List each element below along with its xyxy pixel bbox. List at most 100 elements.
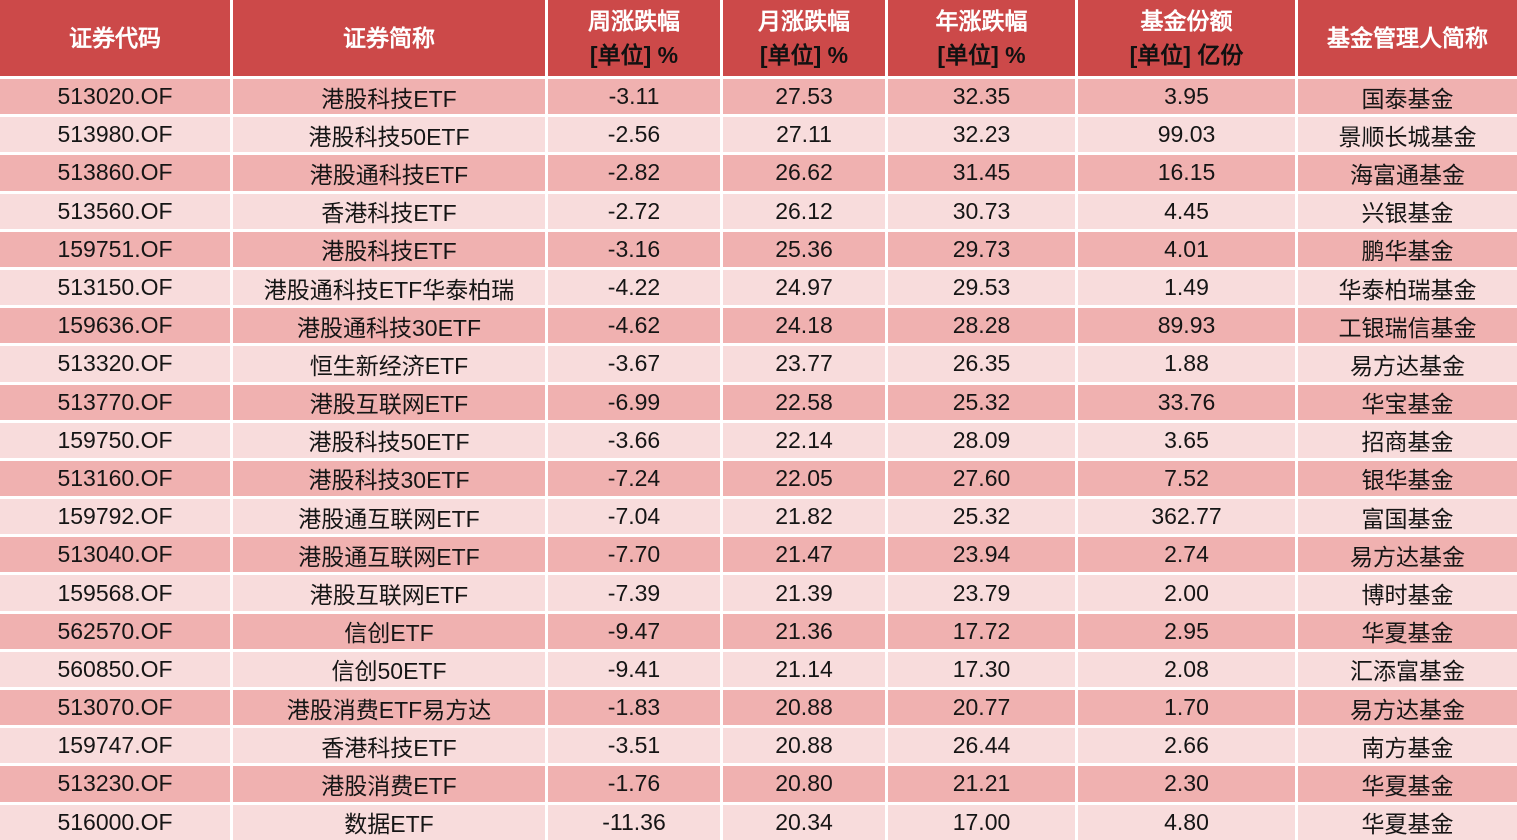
- cell-fund-shares: 3.65: [1078, 422, 1295, 458]
- header-unit-year-change: [单位] %: [937, 42, 1026, 68]
- cell-fund-shares: 1.49: [1078, 269, 1295, 306]
- header-label-week-change: 周涨跌幅: [588, 7, 680, 34]
- cell-fund-shares: 7.52: [1078, 460, 1295, 497]
- header-label-year-change: 年涨跌幅: [935, 7, 1028, 34]
- cell-year-change: 26.35: [888, 346, 1075, 382]
- cell-month-change: 24.97: [723, 269, 885, 306]
- cell-security-code: 513040.OF: [0, 537, 230, 573]
- cell-week-change: -2.82: [548, 155, 720, 191]
- header-cell-fund-shares: 基金份额 [单位] 亿份: [1078, 0, 1295, 76]
- cell-fund-shares: 2.95: [1078, 613, 1295, 649]
- cell-month-change: 20.80: [723, 766, 885, 802]
- cell-year-change: 29.73: [888, 231, 1075, 267]
- cell-fund-manager: 汇添富基金: [1298, 651, 1517, 687]
- cell-year-change: 29.53: [888, 269, 1075, 306]
- cell-week-change: -9.47: [548, 613, 720, 649]
- cell-year-change: 21.21: [888, 766, 1075, 802]
- cell-week-change: -11.36: [548, 804, 720, 840]
- cell-year-change: 17.72: [888, 613, 1075, 649]
- cell-security-name: 香港科技ETF: [233, 728, 545, 764]
- cell-security-name: 港股消费ETF: [233, 766, 545, 802]
- cell-month-change: 23.77: [723, 346, 885, 382]
- cell-year-change: 25.32: [888, 384, 1075, 420]
- cell-month-change: 21.82: [723, 499, 885, 535]
- cell-fund-manager: 华夏基金: [1298, 804, 1517, 840]
- cell-security-code: 513980.OF: [0, 117, 230, 153]
- cell-security-name: 港股通科技30ETF: [233, 308, 545, 344]
- cell-security-code: 516000.OF: [0, 804, 230, 840]
- cell-fund-shares: 16.15: [1078, 155, 1295, 191]
- cell-week-change: -4.22: [548, 269, 720, 306]
- cell-security-name: 港股科技50ETF: [233, 117, 545, 153]
- cell-security-name: 港股通科技ETF: [233, 155, 545, 191]
- header-cell-year-change: 年涨跌幅 [单位] %: [888, 0, 1075, 76]
- cell-fund-shares: 89.93: [1078, 308, 1295, 344]
- cell-week-change: -2.56: [548, 117, 720, 153]
- cell-month-change: 21.39: [723, 575, 885, 611]
- cell-month-change: 27.11: [723, 117, 885, 153]
- cell-fund-shares: 3.95: [1078, 79, 1295, 115]
- cell-fund-shares: 4.45: [1078, 193, 1295, 229]
- cell-security-name: 数据ETF: [233, 804, 545, 840]
- cell-week-change: -2.72: [548, 193, 720, 229]
- cell-week-change: -3.67: [548, 346, 720, 382]
- cell-month-change: 20.88: [723, 690, 885, 726]
- cell-security-code: 513770.OF: [0, 384, 230, 420]
- cell-fund-manager: 华泰柏瑞基金: [1298, 269, 1517, 306]
- cell-week-change: -3.51: [548, 728, 720, 764]
- cell-week-change: -7.39: [548, 575, 720, 611]
- cell-year-change: 32.35: [888, 79, 1075, 115]
- cell-fund-shares: 33.76: [1078, 384, 1295, 420]
- cell-fund-shares: 2.66: [1078, 728, 1295, 764]
- cell-year-change: 17.30: [888, 651, 1075, 687]
- cell-fund-manager: 工银瑞信基金: [1298, 308, 1517, 344]
- cell-security-name: 港股科技ETF: [233, 231, 545, 267]
- cell-security-name: 港股消费ETF易方达: [233, 690, 545, 726]
- cell-month-change: 22.05: [723, 460, 885, 497]
- cell-fund-manager: 富国基金: [1298, 499, 1517, 535]
- cell-fund-manager: 易方达基金: [1298, 537, 1517, 573]
- cell-security-code: 513860.OF: [0, 155, 230, 191]
- cell-fund-manager: 南方基金: [1298, 728, 1517, 764]
- cell-week-change: -6.99: [548, 384, 720, 420]
- cell-fund-manager: 招商基金: [1298, 422, 1517, 458]
- cell-month-change: 22.14: [723, 422, 885, 458]
- cell-security-name: 港股科技ETF: [233, 79, 545, 115]
- cell-month-change: 26.62: [723, 155, 885, 191]
- cell-fund-shares: 99.03: [1078, 117, 1295, 153]
- cell-month-change: 27.53: [723, 79, 885, 115]
- cell-month-change: 21.47: [723, 537, 885, 573]
- cell-security-code: 159751.OF: [0, 231, 230, 267]
- cell-year-change: 30.73: [888, 193, 1075, 229]
- cell-security-name: 港股科技50ETF: [233, 422, 545, 458]
- cell-fund-shares: 2.30: [1078, 766, 1295, 802]
- cell-month-change: 20.88: [723, 728, 885, 764]
- cell-year-change: 31.45: [888, 155, 1075, 191]
- cell-fund-manager: 国泰基金: [1298, 79, 1517, 115]
- cell-year-change: 17.00: [888, 804, 1075, 840]
- cell-security-name: 港股通互联网ETF: [233, 537, 545, 573]
- cell-month-change: 20.34: [723, 804, 885, 840]
- cell-fund-shares: 2.08: [1078, 651, 1295, 687]
- cell-security-name: 港股通科技ETF华泰柏瑞: [233, 269, 545, 306]
- cell-year-change: 23.94: [888, 537, 1075, 573]
- cell-fund-manager: 兴银基金: [1298, 193, 1517, 229]
- cell-security-name: 港股科技30ETF: [233, 460, 545, 497]
- header-cell-manager: 基金管理人简称: [1298, 0, 1517, 76]
- cell-security-code: 513070.OF: [0, 690, 230, 726]
- cell-security-code: 513230.OF: [0, 766, 230, 802]
- cell-security-name: 港股互联网ETF: [233, 575, 545, 611]
- header-label-manager: 基金管理人简称: [1327, 24, 1488, 51]
- cell-security-code: 159636.OF: [0, 308, 230, 344]
- cell-fund-manager: 易方达基金: [1298, 690, 1517, 726]
- cell-fund-shares: 1.70: [1078, 690, 1295, 726]
- cell-fund-manager: 银华基金: [1298, 460, 1517, 497]
- cell-security-code: 513020.OF: [0, 79, 230, 115]
- cell-fund-manager: 易方达基金: [1298, 346, 1517, 382]
- cell-security-code: 562570.OF: [0, 613, 230, 649]
- cell-week-change: -7.04: [548, 499, 720, 535]
- cell-security-code: 159750.OF: [0, 422, 230, 458]
- cell-security-name: 港股通互联网ETF: [233, 499, 545, 535]
- cell-week-change: -4.62: [548, 308, 720, 344]
- cell-security-code: 513150.OF: [0, 269, 230, 306]
